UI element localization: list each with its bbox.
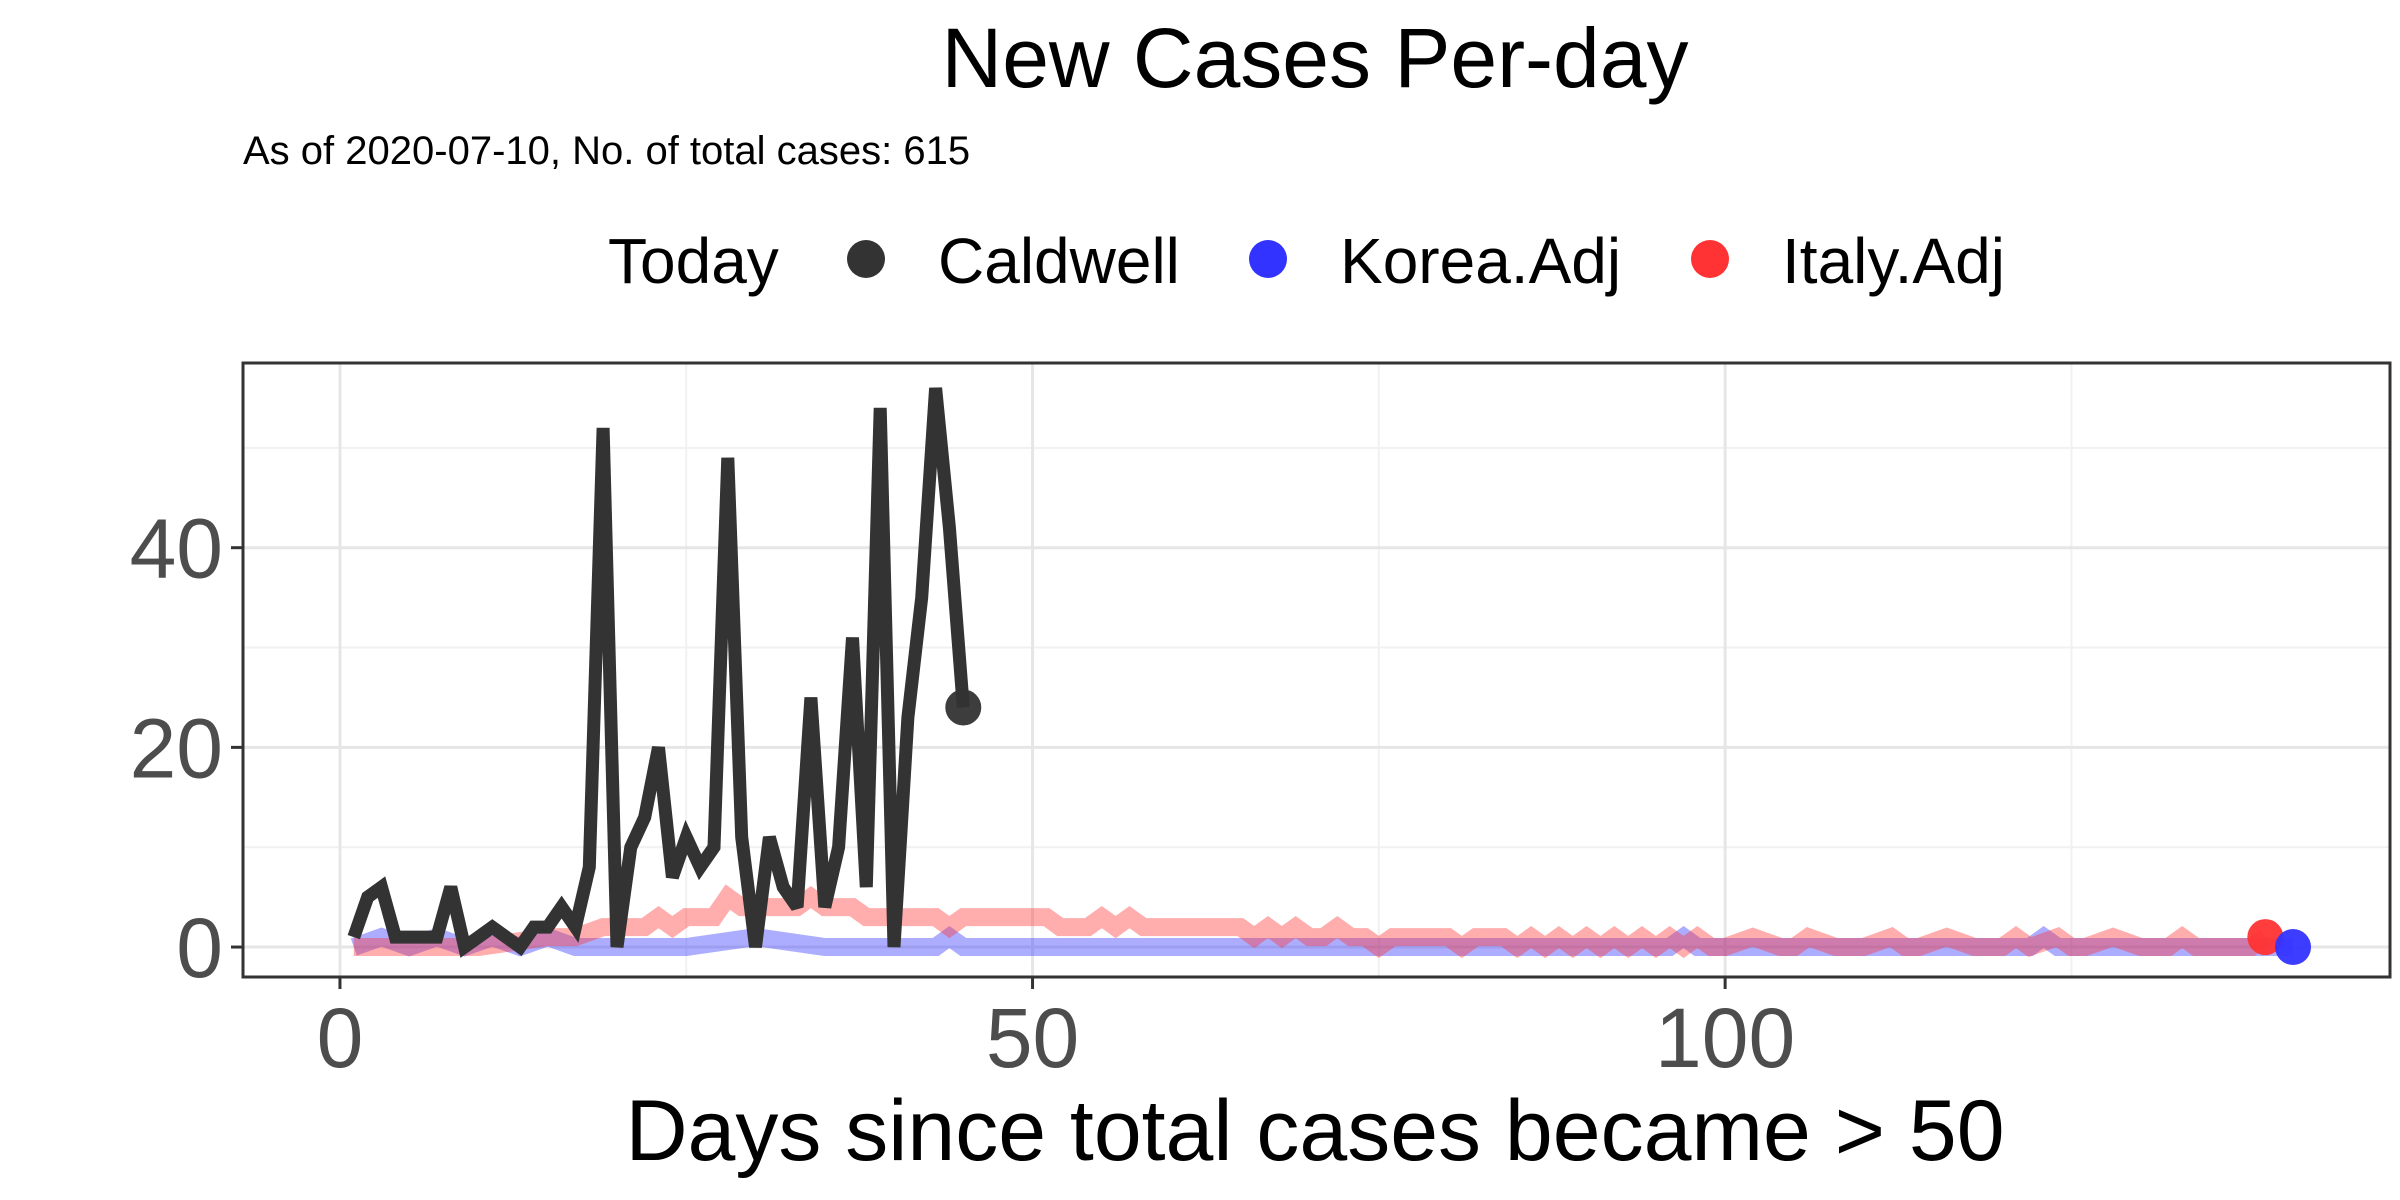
x-tick-label: 50 bbox=[986, 991, 1079, 1085]
y-tick-label: 40 bbox=[130, 502, 223, 596]
legend-label-caldwell: Caldwell bbox=[938, 225, 1180, 297]
plot-panel bbox=[243, 363, 2390, 977]
x-axis-title: Days since total cases became > 50 bbox=[625, 1083, 2004, 1179]
legend-title: Today bbox=[608, 225, 779, 297]
plot-border bbox=[241, 361, 2392, 979]
legend: Today Caldwell Korea.Adj Italy.Adj bbox=[608, 225, 2005, 297]
endpoint-korea-adj bbox=[2275, 929, 2312, 966]
legend-key-italy bbox=[1691, 240, 1729, 278]
legend-label-italy: Italy.Adj bbox=[1782, 225, 2005, 297]
y-tick-label: 0 bbox=[176, 901, 223, 995]
legend-key-korea bbox=[1249, 240, 1287, 278]
legend-label-korea: Korea.Adj bbox=[1340, 225, 1621, 297]
plot-area: 0 20 40 0 50 100 bbox=[130, 361, 2392, 1085]
x-tick-label: 0 bbox=[317, 991, 364, 1085]
chart-subtitle: As of 2020-07-10, No. of total cases: 61… bbox=[243, 129, 970, 173]
legend-key-caldwell bbox=[847, 240, 885, 278]
x-tick-label: 100 bbox=[1655, 991, 1795, 1085]
series-line-caldwell bbox=[347, 387, 970, 958]
y-tick-label: 20 bbox=[130, 701, 223, 795]
endpoint-italy-adj bbox=[2247, 919, 2284, 956]
endpoint-caldwell bbox=[945, 689, 982, 726]
chart-title: New Cases Per-day bbox=[942, 11, 1689, 105]
